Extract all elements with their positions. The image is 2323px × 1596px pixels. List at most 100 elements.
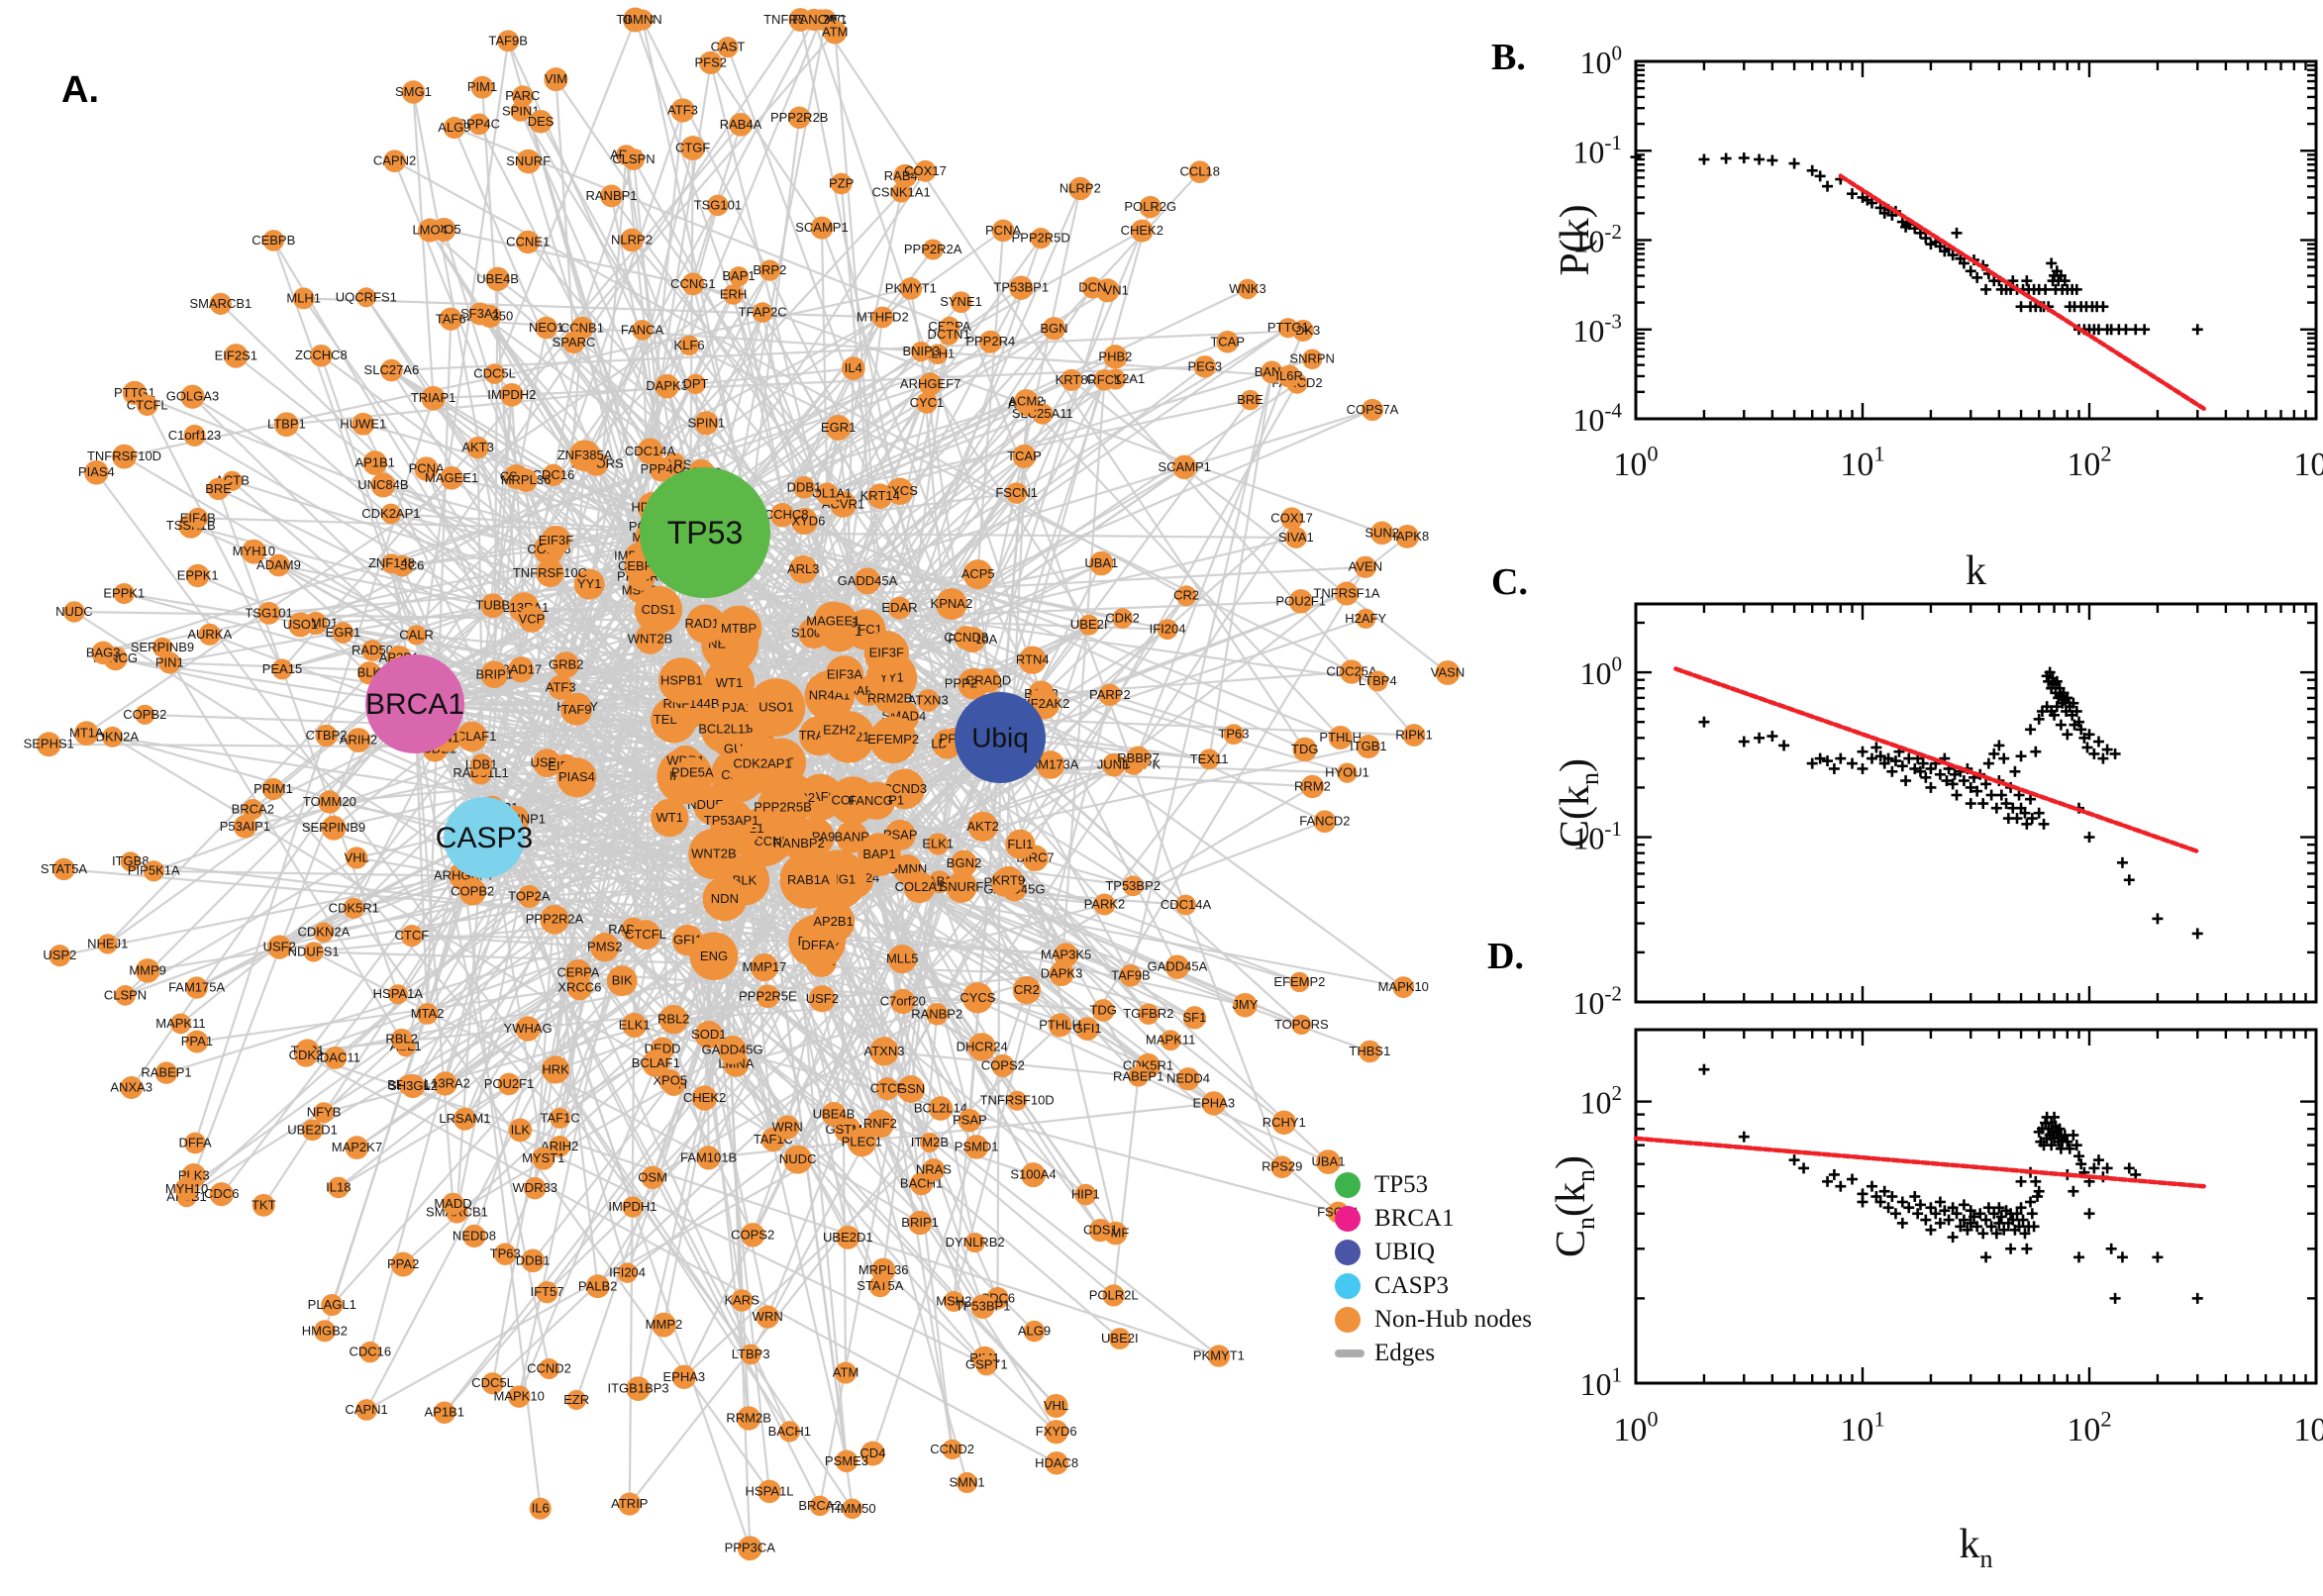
network-node: PMS2 — [587, 932, 622, 962]
gene-label: CSNK1A1 — [871, 185, 930, 200]
gene-label: IFI204 — [609, 1265, 646, 1280]
gene-label: KPNA2 — [931, 596, 973, 611]
scatter-points — [1698, 1063, 2203, 1304]
y-tick-label: 10-4 — [1572, 399, 1622, 438]
gene-label: USO1 — [283, 617, 318, 632]
network-node: CAST — [711, 37, 745, 58]
network-node: UBA1 — [1312, 1149, 1345, 1174]
gene-label: SIVA1 — [1278, 530, 1314, 545]
gene-label: AP1B1 — [425, 1405, 464, 1420]
gene-label: PPP2R5E — [739, 988, 797, 1003]
gene-label: XRCC6 — [557, 980, 601, 995]
gene-label: EIF3F — [869, 646, 904, 660]
network-node: GADD45G — [702, 1036, 763, 1064]
network-node: EFEMP2 — [1273, 971, 1325, 993]
network-node: ILK — [508, 1118, 533, 1143]
network-node: FAM175A — [168, 976, 225, 999]
y-tick-label: 100 — [1579, 42, 1622, 80]
gene-label: EPHA3 — [1192, 1095, 1235, 1110]
network-node: BRP2 — [753, 259, 786, 281]
gene-label: RRM2 — [1294, 778, 1331, 793]
network-node: WT1 — [651, 798, 689, 838]
gene-label: PSME3 — [825, 1453, 868, 1468]
network-node: RBBP7 — [1117, 746, 1160, 770]
network-node: PCNA — [409, 456, 445, 481]
gene-label: CCL18 — [1179, 164, 1219, 179]
network-node: CAPN1 — [345, 1399, 388, 1421]
hub-casp3: CASP3 — [436, 797, 533, 878]
gene-label: TP53BP1 — [993, 280, 1049, 295]
legend-item-ubiq: UBIQ — [1335, 1236, 1532, 1269]
gene-label: BNIP3 — [902, 344, 940, 358]
network-node: SMG1 — [395, 80, 432, 104]
network-node: BCL2L14 — [914, 1096, 967, 1121]
network-node: UBE4B — [476, 266, 519, 291]
network-node: NUDC — [779, 1145, 816, 1174]
network-node: CALR — [399, 625, 434, 646]
gene-label: S100A4 — [1010, 1167, 1056, 1182]
gene-label: PDE5A — [671, 764, 714, 779]
x-tick-label: 101 — [1840, 442, 1884, 483]
network-node: CCND2 — [930, 1439, 974, 1460]
network-node: WNK3 — [1229, 278, 1266, 300]
gene-label: SLC27A6 — [364, 362, 420, 377]
gene-label: XPO5 — [653, 1073, 687, 1088]
network-node: DFFA — [800, 928, 836, 964]
network-node: WDR33 — [512, 1176, 557, 1200]
gene-label: DFFA — [178, 1136, 212, 1150]
gene-label: CDKN2A — [298, 925, 351, 940]
network-node: RPS29 — [1262, 1155, 1302, 1179]
gene-label: PTHLH — [1319, 730, 1362, 745]
gene-label: FANCA — [792, 12, 836, 27]
network-node: IFI204 — [609, 1262, 646, 1283]
gene-label: CLSPN — [612, 151, 655, 166]
gene-label: PTTG1 — [1267, 320, 1309, 335]
gene-label: IL18 — [326, 1179, 351, 1194]
network-node: COPS7A — [1347, 398, 1399, 422]
network-node: TSG101 — [245, 601, 293, 625]
gene-label: IL4 — [845, 360, 862, 375]
gene-label: BAP1 — [862, 847, 895, 861]
gene-label: FAM101B — [680, 1149, 737, 1164]
gene-label: TDG — [1089, 1003, 1116, 1018]
network-node: TIMM50 — [829, 1498, 876, 1520]
gene-label: PPP2R5D — [1012, 231, 1070, 246]
network-node: SYNE1 — [940, 291, 982, 314]
gene-label: CD4 — [859, 1446, 885, 1460]
network-node: MMP17 — [743, 952, 786, 982]
gene-label: RAD50 — [352, 643, 393, 657]
gene-label: TCAP — [1210, 334, 1245, 349]
network-node: FSCN1 — [995, 482, 1038, 504]
network-node: COPB2 — [451, 877, 494, 906]
gene-label: ELK1 — [619, 1017, 651, 1032]
network-node: C7orf20 — [880, 988, 926, 1015]
gene-label: TAF9B — [488, 33, 528, 48]
plot-area: 100 10-1 10-2 C(kn) — [1553, 602, 2318, 1017]
hub-ubiq: Ubiq — [955, 692, 1046, 783]
gene-label: PARP2 — [1089, 687, 1131, 702]
gene-label: IL6 — [532, 1501, 550, 1516]
network-node: EPHA3 — [1192, 1091, 1235, 1116]
network-node: PPP3CA — [725, 1536, 775, 1561]
network-node: PIN1 — [155, 651, 184, 674]
network-node: BNIP3 — [902, 341, 940, 362]
network-node: POLR2L — [1089, 1284, 1139, 1307]
gene-label: SNRPN — [1289, 351, 1335, 366]
gene-label: TCAP — [1007, 449, 1042, 463]
network-node: VHL — [1044, 1393, 1068, 1418]
network-node: JUND — [1097, 752, 1131, 777]
network-node: TAF9 — [560, 693, 593, 726]
gene-label: TSG101 — [245, 605, 292, 620]
plot-area: 100 101 102 103 102 101 kn Cn(kn) — [1549, 1028, 2323, 1573]
network-node: NEO1 — [529, 316, 563, 340]
gene-label: HSPB1 — [660, 672, 703, 687]
gene-label: IL13RA2 — [420, 1075, 470, 1090]
gene-label: ARIH2 — [340, 733, 377, 748]
network-node: PPP2R2A — [526, 904, 584, 935]
gene-label: BCL2L14 — [914, 1101, 967, 1116]
gene-label: CDC16 — [533, 467, 575, 482]
gene-label: SNURF — [506, 153, 551, 168]
gene-label: MT1A — [69, 726, 104, 741]
gene-label: KLF6 — [674, 338, 705, 352]
network-node: NRAS — [916, 1158, 952, 1181]
